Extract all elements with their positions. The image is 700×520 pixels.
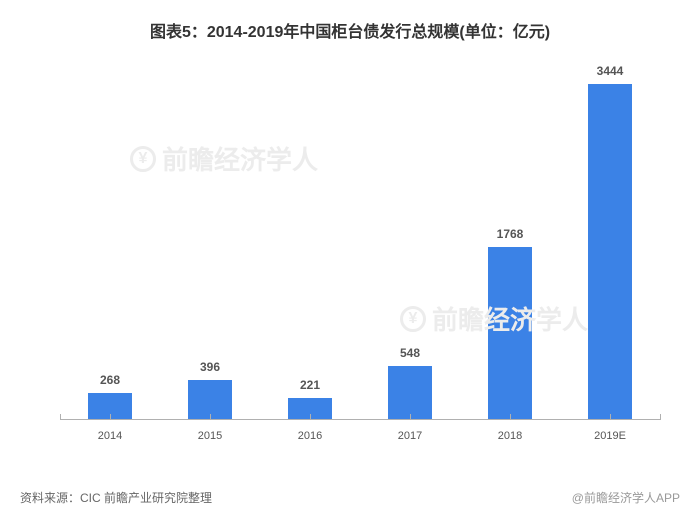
x-axis-label: 2017 xyxy=(360,430,460,442)
x-axis-label: 2015 xyxy=(160,430,260,442)
bar-slot: 548 xyxy=(360,346,460,419)
bar-value-label: 3444 xyxy=(597,64,624,78)
bar-slot: 268 xyxy=(60,373,160,419)
bar-slot: 396 xyxy=(160,360,260,419)
bar-slot: 221 xyxy=(260,378,360,420)
bar-value-label: 396 xyxy=(200,360,220,374)
x-axis-label: 2014 xyxy=(60,430,160,442)
x-axis-label: 2019E xyxy=(560,430,660,442)
bar xyxy=(488,247,532,419)
bar-slot: 1768 xyxy=(460,227,560,419)
x-axis-label: 2018 xyxy=(460,430,560,442)
x-tick xyxy=(310,414,311,420)
x-tick xyxy=(610,414,611,420)
x-tick xyxy=(510,414,511,420)
x-axis-label: 2016 xyxy=(260,430,360,442)
bar-value-label: 221 xyxy=(300,378,320,392)
bar-slot: 3444 xyxy=(560,64,660,419)
x-tick xyxy=(410,414,411,420)
x-tick xyxy=(210,414,211,420)
bar xyxy=(388,366,432,419)
x-tick xyxy=(110,414,111,420)
x-tick-edge xyxy=(60,414,61,420)
bar-value-label: 268 xyxy=(100,373,120,387)
copyright-text: @前瞻经济学人APP xyxy=(572,489,680,506)
chart-area: 26839622154817683444 2014201520162017201… xyxy=(60,60,660,450)
x-tick-edge xyxy=(660,414,661,420)
bar xyxy=(588,84,632,419)
chart-title: 图表5：2014-2019年中国柜台债发行总规模(单位：亿元) xyxy=(0,0,700,42)
bar-value-label: 548 xyxy=(400,346,420,360)
plot-region: 268 396 221 548 1768 3444 xyxy=(60,60,660,420)
source-text: 资料来源：CIC 前瞻产业研究院整理 xyxy=(20,489,212,506)
bar-value-label: 1768 xyxy=(497,227,524,241)
